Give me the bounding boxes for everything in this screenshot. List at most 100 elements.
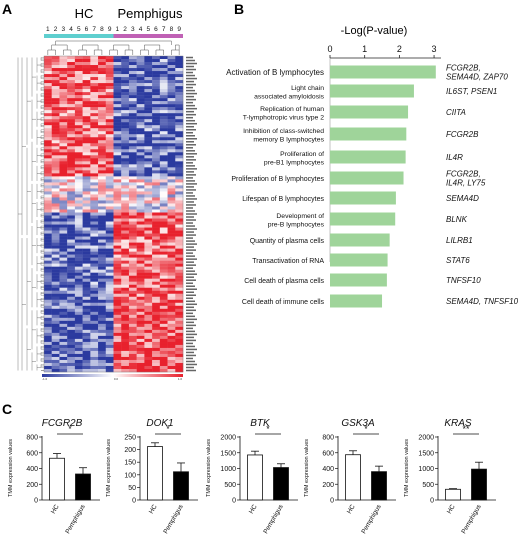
heatmap-cell [82, 179, 91, 183]
heatmap-cell [175, 131, 184, 135]
heatmap-cell [98, 293, 106, 297]
heatmap-cell [74, 101, 83, 105]
heatmap-cell [82, 59, 91, 63]
heatmap-cell [67, 173, 76, 177]
gene-label-mark [186, 297, 193, 300]
heatmap-cell [105, 224, 114, 228]
heatmap-cell [90, 125, 99, 129]
heatmap-cell [44, 314, 52, 319]
y-tick-label: 2000 [220, 435, 236, 442]
heatmap-cell [74, 74, 83, 78]
gene-label-mark [186, 252, 193, 254]
heatmap-cell [59, 326, 68, 331]
heatmap-cell [175, 284, 184, 288]
heatmap-cell [113, 302, 122, 306]
gene-label-mark [186, 65, 194, 68]
y-tick-label: 0 [430, 498, 434, 505]
heatmap-cell [44, 170, 52, 174]
heatmap-cell [105, 221, 114, 225]
heatmap-cell [128, 191, 137, 195]
heatmap-cell [175, 113, 184, 117]
column-number: 7 [162, 26, 166, 33]
heatmap-cell [51, 161, 60, 165]
heatmap-cell [167, 185, 176, 189]
heatmap-cell [105, 206, 114, 210]
heatmap-cell [51, 356, 60, 361]
heatmap-cell [51, 170, 60, 174]
heatmap-cell [152, 260, 161, 264]
heatmap-cell [144, 254, 153, 258]
heatmap-cell [144, 143, 153, 147]
heatmap-cell [167, 362, 176, 367]
heatmap-cell [44, 89, 52, 93]
heatmap-cell [136, 194, 145, 198]
heatmap-cell [59, 257, 68, 261]
heatmap-cell [152, 89, 161, 93]
heatmap-cell [44, 326, 52, 331]
heatmap-cell [136, 185, 145, 189]
heatmap-cell [144, 149, 153, 153]
heatmap-cell [98, 317, 106, 322]
heatmap-cell [167, 92, 176, 96]
heatmap-cell [90, 173, 99, 177]
heatmap-cell [105, 311, 114, 316]
heatmap-cell [136, 197, 145, 201]
heatmap-cell [90, 191, 99, 195]
heatmap-cell [159, 305, 168, 309]
heatmap-cell [136, 350, 145, 355]
significance-marker: ** [462, 424, 470, 434]
heatmap-cell [113, 83, 122, 87]
heatmap-cell [152, 281, 161, 285]
column-number: 1 [116, 26, 120, 33]
heatmap-cell [136, 347, 145, 352]
heatmap-cell [90, 293, 99, 297]
heatmap-cell [59, 128, 68, 132]
gene-label-mark [186, 363, 197, 366]
heatmap-cell [44, 203, 52, 207]
heatmap-cell [67, 200, 76, 204]
heatmap-cell [167, 335, 176, 340]
heatmap-cell [121, 269, 130, 273]
heatmap-cell [175, 287, 184, 291]
heatmap-cell [121, 176, 130, 180]
heatmap-cell [51, 77, 60, 81]
heatmap-cell [98, 308, 106, 313]
heatmap-cell [159, 248, 168, 252]
color-scale: -1.0 0.0 1.0 [42, 374, 183, 381]
heatmap-cell [105, 299, 114, 303]
heatmap-cell [59, 308, 68, 313]
heatmap-cell [136, 161, 145, 165]
heatmap-cell [74, 254, 83, 258]
heatmap-cell [105, 242, 114, 246]
heatmap-cell [167, 116, 176, 120]
heatmap-cell [144, 218, 153, 222]
heatmap-cell [51, 362, 60, 367]
heatmap-cell [105, 350, 114, 355]
y-tick-label: 0 [34, 498, 38, 505]
heatmap-cell [159, 80, 168, 84]
heatmap-cell [128, 317, 137, 322]
heatmap-cell [121, 248, 130, 252]
heatmap-cell [159, 170, 168, 174]
heatmap-cell [152, 224, 161, 228]
heatmap-cell [128, 176, 137, 180]
heatmap-cell [59, 314, 68, 319]
heatmap-cell [67, 149, 76, 153]
heatmap-cell [167, 176, 176, 180]
heatmap-cell [113, 122, 122, 126]
gene-label-mark [186, 261, 194, 263]
heatmap-cell [59, 113, 68, 117]
heatmap-cell [144, 116, 153, 120]
significance-marker: * [266, 424, 270, 434]
y-axis-label: TMM expression values [206, 439, 212, 497]
heatmap-cell [44, 320, 52, 325]
heatmap-cell [167, 200, 176, 204]
heatmap-cell [44, 317, 52, 322]
heatmap-cell [82, 245, 91, 249]
heatmap-cell [67, 320, 76, 325]
heatmap-cell [113, 158, 122, 162]
heatmap-cell [67, 233, 76, 237]
heatmap-cell [44, 158, 52, 162]
heatmap-cell [167, 218, 176, 222]
